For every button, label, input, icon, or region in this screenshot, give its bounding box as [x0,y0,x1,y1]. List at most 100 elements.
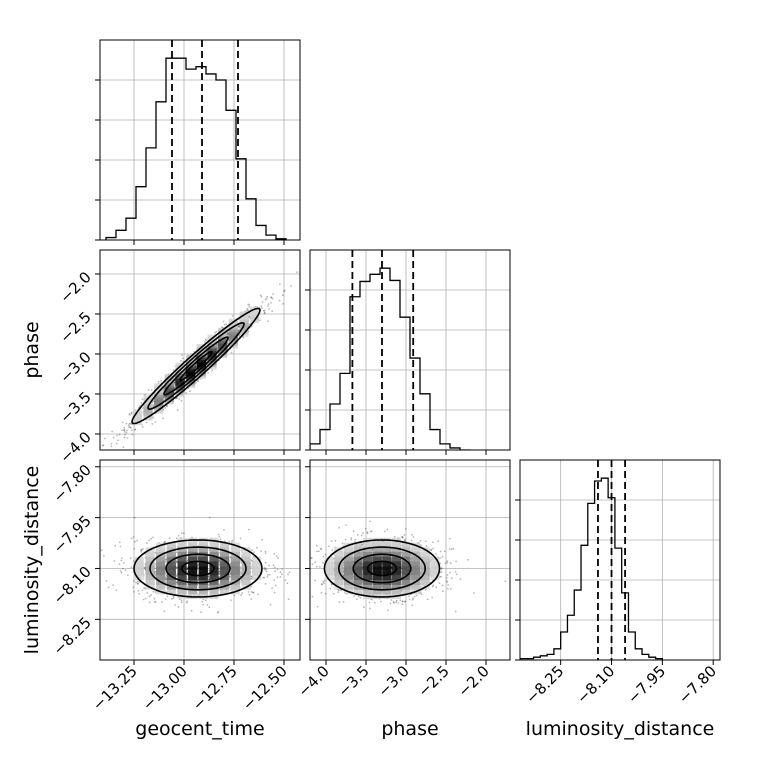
density-cell [411,566,421,576]
sample-point [218,570,221,572]
sample-point [222,320,225,323]
sample-point [206,603,209,606]
density-cell [324,566,334,576]
density-cell [324,571,334,581]
sample-point [357,595,360,597]
density-cell [382,552,392,562]
sample-point [286,582,289,585]
sample-point [168,537,171,540]
sample-point [455,560,457,563]
sample-point [247,591,250,593]
sample-point [274,570,276,572]
sample-point [195,365,198,368]
density-cell [188,537,198,547]
density-cell [145,547,155,557]
density-cell [166,566,176,576]
sample-point [172,597,175,599]
sample-point [250,577,253,580]
sample-point [393,536,396,538]
density-cell [220,575,230,585]
sample-point [425,545,428,548]
sample-point [320,583,323,585]
sample-point [302,584,304,586]
sample-point [103,437,106,440]
density-cell [401,542,411,552]
density-cell [188,552,198,562]
sample-point [205,339,208,341]
sample-point [229,576,231,578]
density-cell [145,552,155,562]
sample-point [459,578,462,581]
sample-point [175,566,178,569]
density-cell [430,566,440,576]
contour-line [366,560,398,577]
sample-point [248,593,251,596]
sample-point [248,306,251,308]
sample-point [175,537,178,540]
density-cell [220,552,230,562]
sample-point [172,595,175,598]
sample-point [121,421,124,424]
sample-point [197,567,200,569]
sample-point [445,580,448,582]
sample-point [239,537,242,540]
sample-point [287,573,289,576]
sample-point [103,554,105,557]
sample-point [184,374,187,377]
sample-point [268,564,270,567]
density-cell [218,327,228,337]
x-tick-label: −4.0 [294,662,332,700]
sample-point [379,600,382,603]
sample-point [223,528,225,531]
sample-point [371,598,373,601]
density-cell [166,580,176,590]
sample-point [401,600,404,603]
sample-point [146,592,149,594]
sample-point [448,537,451,540]
sample-point [272,564,275,567]
panel-hist-phase [309,249,511,451]
density-cell [156,556,166,566]
sample-point [197,555,200,557]
sample-point [395,599,398,602]
sample-point [412,597,414,600]
sample-point [252,591,254,594]
sample-point [165,558,168,561]
density-cell [156,552,166,562]
density-cell [156,547,166,557]
sample-point [281,568,284,570]
density-cell [363,580,373,590]
sample-point [231,539,234,542]
sample-point [284,579,287,582]
sample-point [140,550,143,553]
sample-point [130,537,133,540]
density-cell [411,561,421,571]
density-cell [186,353,196,363]
density-cell [372,566,382,576]
density-cell [353,585,363,595]
sample-point [320,592,323,594]
sample-point [219,538,222,540]
density-cell [209,556,219,566]
sample-point [260,305,263,308]
sample-point [132,580,135,582]
sample-point [195,366,198,369]
sample-point [208,516,211,519]
density-cell [343,542,353,552]
sample-point [217,533,220,536]
density-cell [353,547,363,557]
density-cell [230,556,240,566]
sample-point [441,584,444,587]
sample-point [274,584,277,587]
sample-point [228,586,231,589]
density-cell [372,561,382,571]
sample-point [186,585,189,588]
sample-point [350,537,353,539]
density-cell [220,585,230,595]
sample-point [340,589,343,592]
sample-point [239,575,242,577]
sample-point [197,562,200,564]
sample-point [403,601,406,603]
sample-point [412,598,414,601]
sample-point [144,566,146,569]
